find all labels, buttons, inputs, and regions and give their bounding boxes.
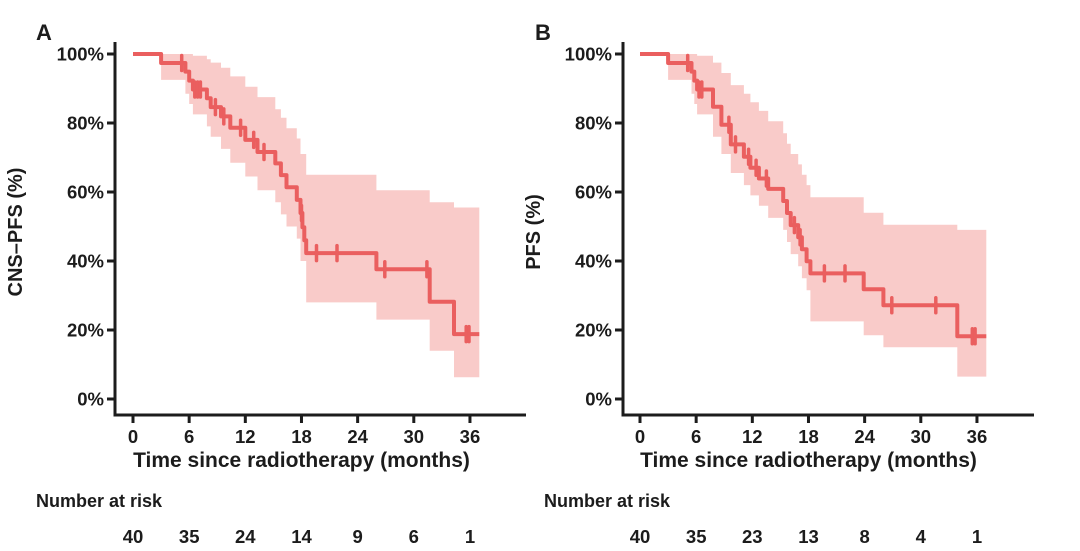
panel-b-y-tick-label: 80% [575, 113, 612, 134]
panel-b-risk-count: 8 [859, 526, 869, 547]
panel-a-x-tick-label: 24 [347, 426, 368, 447]
panel-b-axes [621, 42, 1034, 417]
panel-a-x-tick-label: 18 [291, 426, 312, 447]
panel-a-x-tick-label: 36 [460, 426, 481, 447]
panel-b-risk-count: 40 [630, 526, 651, 547]
panel-b-risk-count: 13 [798, 526, 819, 547]
panel-a-survival-curve [133, 52, 480, 337]
panel-b-label: B [535, 20, 551, 45]
panel-a-y-tick-label: 20% [67, 320, 104, 341]
panel-a-y-tick-label: 60% [67, 182, 104, 203]
panel-a-risk-table-title: Number at risk [36, 491, 163, 511]
panel-a-risk-count: 6 [409, 526, 419, 547]
panel-a-risk-count: 24 [235, 526, 256, 547]
panel-a-risk-count: 14 [291, 526, 312, 547]
panel-a-y-axis-title: CNS–PFS (%) [5, 168, 27, 297]
panel-b-x-tick-label: 18 [798, 426, 819, 447]
panel-a-risk-count: 40 [123, 526, 144, 547]
panel-b-x-tick-label: 24 [854, 426, 875, 447]
panel-b-y-tick-label: 0% [585, 389, 612, 410]
panel-a-risk-count: 1 [465, 526, 475, 547]
panel-b-x-tick-label: 30 [911, 426, 932, 447]
panel-a-y-tick-label: 0% [77, 389, 104, 410]
panel-b-x-tick-label: 36 [967, 426, 988, 447]
panel-a-y-tick-label: 40% [67, 251, 104, 272]
panel-b-y-tick-label: 20% [575, 320, 612, 341]
panel-b-risk-count: 23 [742, 526, 763, 547]
panel-a-y-tick-label: 100% [57, 44, 104, 65]
panel-b-x-tick-label: 12 [742, 426, 763, 447]
panel-b-survival-curve [640, 52, 987, 339]
panel-b-risk-count: 1 [972, 526, 982, 547]
panel-b-y-tick-label: 40% [575, 251, 612, 272]
panel-a-risk-count: 35 [179, 526, 200, 547]
panel-a-x-tick-label: 30 [404, 426, 425, 447]
panel-b-x-tick-label: 0 [635, 426, 645, 447]
panel-b-confidence-band [668, 54, 987, 377]
panel-b-y-tick-label: 100% [565, 44, 612, 65]
panel-a-x-tick-label: 6 [184, 426, 194, 447]
panel-b-x-tick-label: 6 [691, 426, 701, 447]
panel-a-risk-count: 9 [352, 526, 362, 547]
panel-b-y-tick-label: 60% [575, 182, 612, 203]
panel-a-x-tick-label: 12 [235, 426, 256, 447]
panel-b-risk-table-title: Number at risk [544, 491, 671, 511]
panel-b-risk-count: 4 [916, 526, 927, 547]
panel-a-x-tick-label: 0 [128, 426, 138, 447]
panel-a-label: A [36, 20, 52, 45]
panel-b-y-axis-title: PFS (%) [523, 194, 545, 270]
panel-a-y-tick-label: 80% [67, 113, 104, 134]
panel-b-risk-count: 35 [686, 526, 707, 547]
panel-a-axes [113, 42, 526, 417]
panel-b-x-axis-title: Time since radiotherapy (months) [640, 449, 977, 472]
panel-a-x-axis-title: Time since radiotherapy (months) [133, 449, 470, 472]
